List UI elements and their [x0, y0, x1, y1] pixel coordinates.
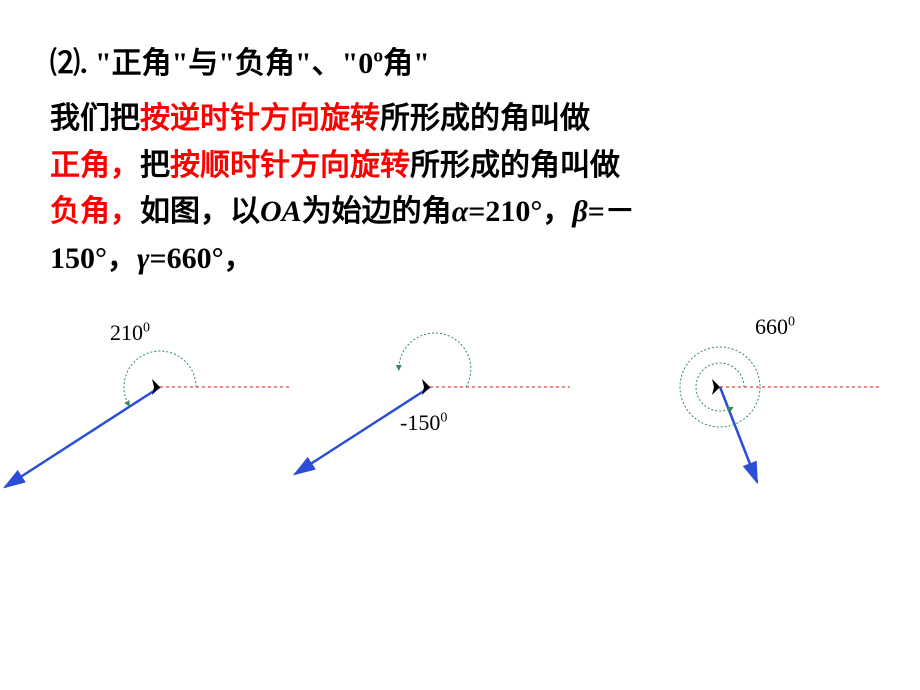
alpha: α	[452, 195, 469, 228]
diagram-660	[640, 312, 900, 512]
diagram-neg150	[290, 312, 590, 512]
gamma: γ	[137, 242, 149, 275]
diagram-210	[0, 312, 300, 512]
beta: β	[572, 195, 587, 228]
red-ccw: 按逆时针方向旋转	[140, 102, 380, 135]
body-text: 我们把按逆时针方向旋转所形成的角叫做 正角，把按顺时针方向旋转所形成的角叫做 负…	[50, 96, 870, 282]
t6: 为始边的角	[302, 195, 452, 228]
section-heading: ⑵. "正角"与"负角"、"0º角"	[50, 40, 870, 88]
t3: 把	[140, 149, 170, 182]
t4: 所形成的角叫做	[410, 149, 620, 182]
t7: =210°，	[468, 195, 572, 228]
slide-content: ⑵. "正角"与"负角"、"0º角" 我们把按逆时针方向旋转所形成的角叫做 正角…	[0, 0, 920, 282]
diagrams-area: 2100 -1500	[0, 312, 920, 612]
red-positive: 正角，	[50, 149, 140, 182]
t9: =660°，	[149, 242, 253, 275]
oa: OA	[260, 195, 302, 228]
t5: 如图，以	[140, 195, 260, 228]
red-negative: 负角，	[50, 195, 140, 228]
t2: 所形成的角叫做	[380, 102, 590, 135]
red-cw: 按顺时针方向旋转	[170, 149, 410, 182]
t1: 我们把	[50, 102, 140, 135]
t8b: 150°，	[50, 242, 137, 275]
t8: =－	[588, 195, 635, 228]
